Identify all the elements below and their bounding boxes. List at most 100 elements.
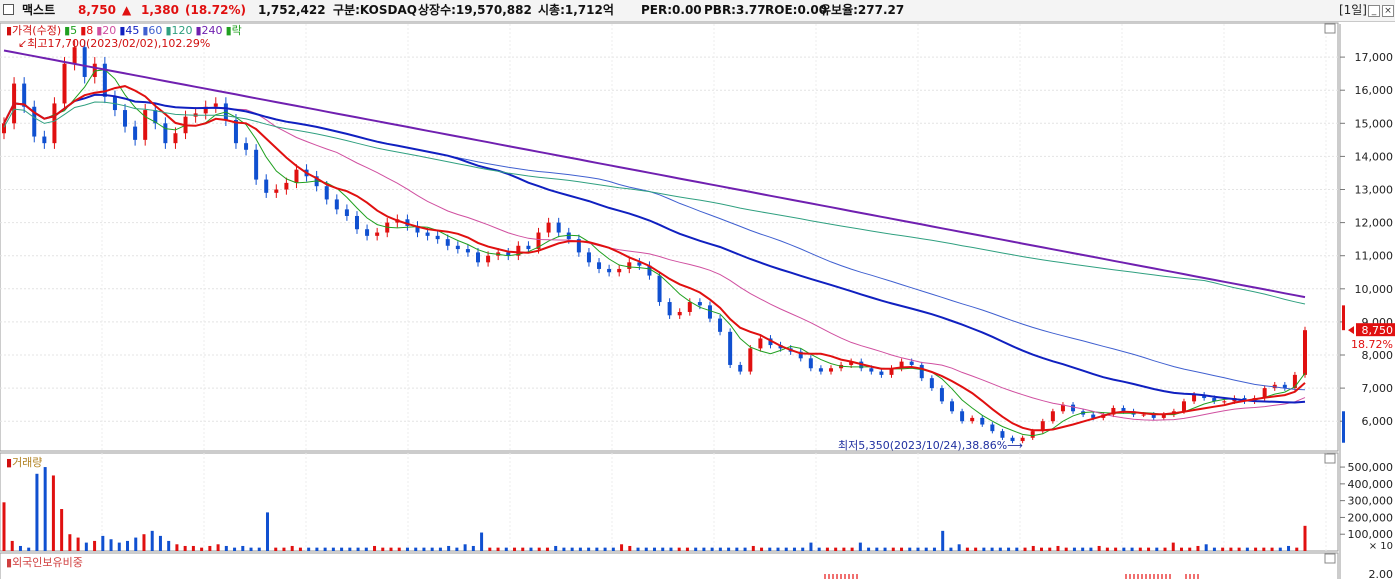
volume-bar	[249, 547, 253, 551]
candle-body	[173, 133, 178, 144]
volume-bar	[1155, 547, 1159, 551]
minimize-icon[interactable]: _	[1368, 5, 1380, 17]
foreign-ratio-bar	[832, 574, 834, 579]
candle-body	[899, 361, 904, 369]
legend-item: ▮60	[142, 24, 163, 37]
volume-bar	[430, 547, 434, 551]
candle-body	[1050, 411, 1055, 422]
volume-bar	[150, 530, 154, 551]
candle-body	[1091, 414, 1096, 418]
volume-bar	[587, 547, 591, 551]
candle-body	[586, 252, 591, 263]
legend-item: ▮가격(수정)	[6, 24, 62, 37]
volume-bar	[1212, 547, 1216, 551]
volume-bar	[743, 547, 747, 551]
foreign-ratio-bar	[1125, 574, 1127, 579]
volume-bar	[867, 547, 871, 551]
high-annotation: ↙최고17,700(2023/02/02),102.29%	[18, 37, 211, 50]
candle-body	[1282, 384, 1287, 389]
foreign-ratio-bar	[856, 574, 858, 579]
close-icon[interactable]: ×	[1382, 5, 1394, 17]
volume-bar	[1072, 547, 1076, 551]
volume-bar	[438, 547, 442, 551]
candle-body	[233, 119, 238, 144]
foreign-ratio-bar	[1133, 574, 1135, 579]
volume-bar	[1015, 547, 1019, 551]
volume-bar	[990, 547, 994, 551]
volume-bar	[924, 547, 928, 551]
candle-body	[990, 424, 995, 432]
price-range-bar	[1342, 305, 1345, 331]
candle-body	[365, 229, 370, 236]
listed-shares: 상장수:19,570,882	[418, 3, 532, 17]
volume-bar	[389, 547, 393, 551]
volume-bar	[282, 547, 286, 551]
price-tick-label: 16,000	[1355, 84, 1394, 97]
legend-item: ▮8	[80, 24, 94, 37]
candle-body	[627, 262, 632, 269]
current-price: 8,750	[78, 3, 116, 17]
candle-body	[1212, 398, 1217, 402]
volume-bar	[562, 547, 566, 551]
volume-bar	[1245, 547, 1249, 551]
volume-bar	[414, 547, 418, 551]
candle-body	[213, 103, 218, 107]
foreign-ratio-bar	[844, 574, 846, 579]
volume-bar	[257, 547, 261, 551]
select-checkbox[interactable]	[3, 4, 14, 15]
last-price-marker	[1356, 323, 1395, 337]
volume-bar	[167, 540, 171, 551]
candle-body	[153, 110, 158, 124]
candle-body	[1111, 407, 1116, 415]
volume-bar	[554, 545, 558, 551]
volume-bar	[644, 547, 648, 551]
volume-bar	[241, 545, 245, 551]
volume-bar	[858, 542, 862, 551]
candle-body	[486, 255, 491, 263]
candle-body	[556, 222, 561, 233]
candle-body	[1040, 421, 1045, 432]
foreign-tick-label: 2.00	[1369, 568, 1394, 579]
volume-bar	[1056, 545, 1060, 551]
volume-bar	[1081, 547, 1085, 551]
candle-body	[1030, 431, 1035, 438]
candle-body	[1202, 394, 1207, 399]
volume-bar	[1237, 547, 1241, 551]
change-arrow-icon: ▲	[122, 3, 132, 17]
volume-bar	[1179, 547, 1183, 551]
candle-body	[718, 318, 723, 332]
candle-body	[52, 103, 57, 144]
candle-body	[970, 417, 975, 422]
volume-bar	[1031, 545, 1035, 551]
candle-body	[929, 378, 934, 389]
volume-bar	[1040, 547, 1044, 551]
per-value: PER:0.00	[641, 3, 702, 17]
price-tick-label: 15,000	[1355, 117, 1394, 130]
last-percent-label: 18.72%	[1351, 338, 1393, 351]
candle-body	[102, 63, 107, 97]
volume-bar	[1221, 547, 1225, 551]
foreign-ratio-bar	[1153, 574, 1155, 579]
volume-bar	[109, 539, 113, 551]
candle-body	[163, 123, 168, 144]
volume-bar	[356, 547, 360, 551]
volume-bar	[126, 540, 130, 551]
stock-header: 맥스트 8,750 ▲ 1,380 (18.72%) 1,752,422 구분:…	[0, 0, 1395, 22]
volume-bar	[702, 547, 706, 551]
candle-body	[254, 149, 259, 180]
candle-body	[758, 338, 763, 349]
candle-body	[133, 126, 138, 140]
foreign-ratio-bar	[840, 574, 842, 579]
price-tick-label: 8,000	[1362, 349, 1394, 362]
period-selector[interactable]: [1일]	[1338, 3, 1367, 17]
candle-body	[909, 361, 914, 365]
volume-bar	[183, 545, 187, 551]
candle-body	[647, 265, 652, 276]
candle-body	[42, 136, 47, 144]
market-type: 구분:KOSDAQ	[333, 3, 417, 17]
volume-bar	[513, 547, 517, 551]
volume-bar	[809, 542, 813, 551]
volume-unit-label: × 10	[1369, 541, 1393, 552]
volume-bar	[504, 547, 508, 551]
